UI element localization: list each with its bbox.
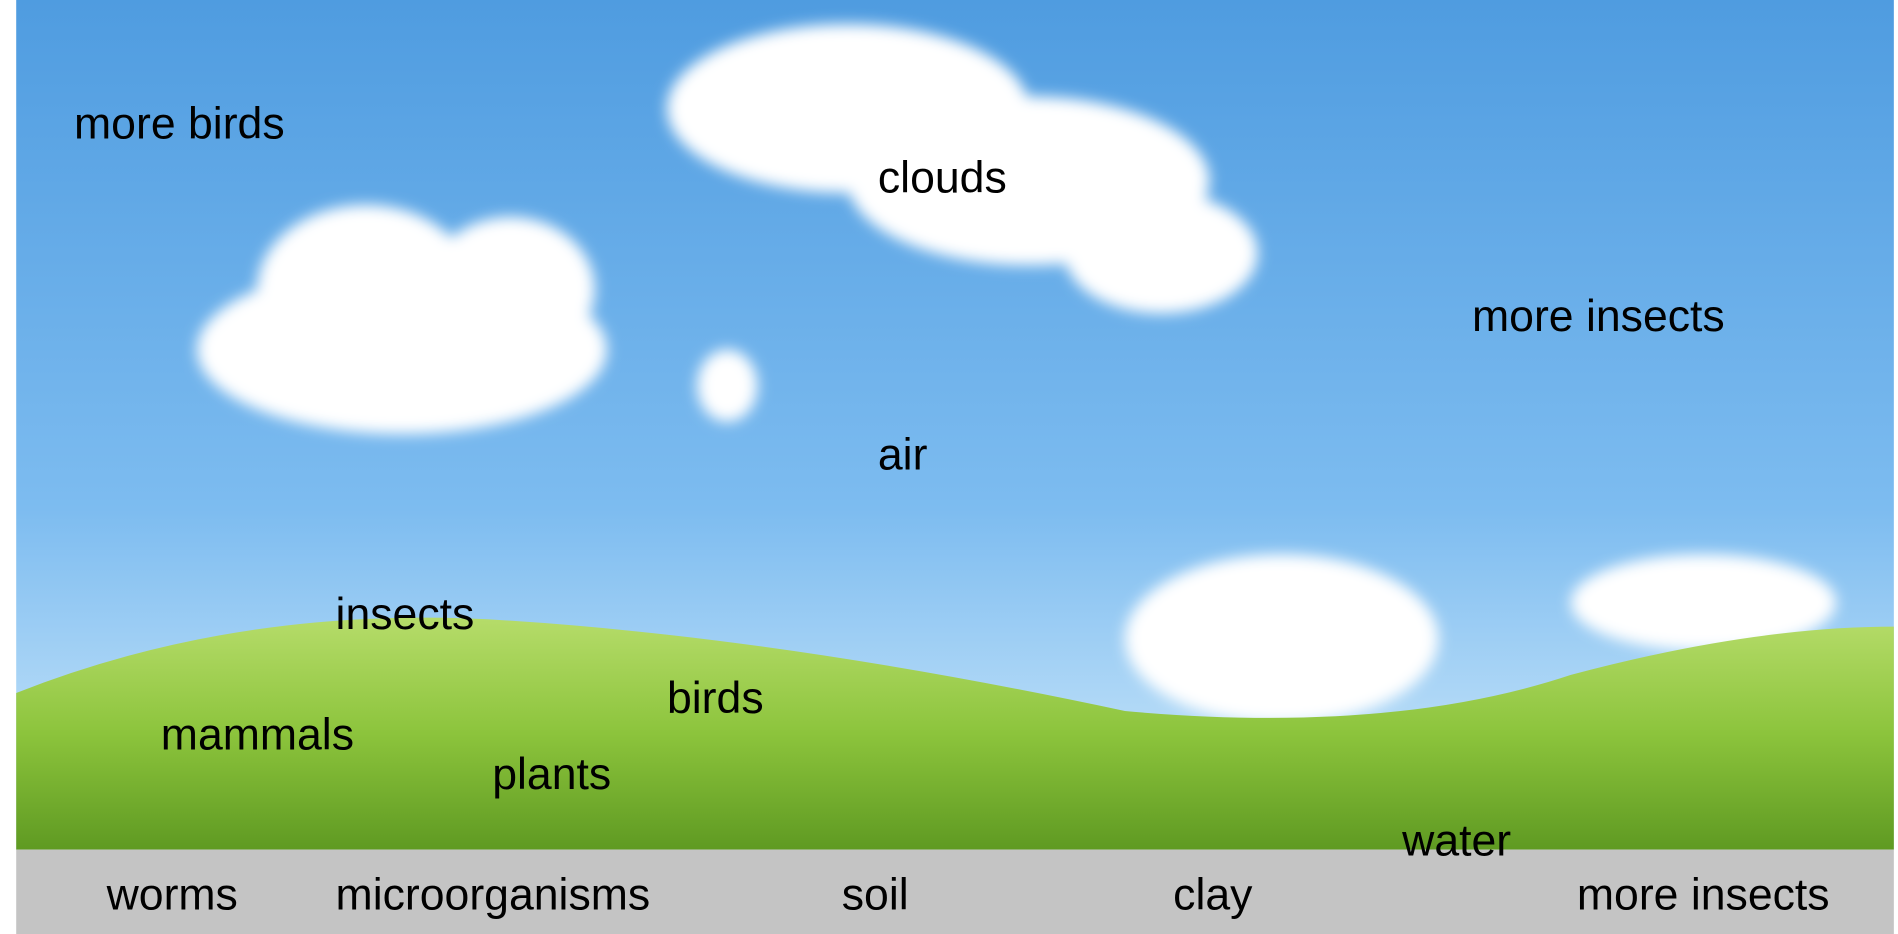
ground-label: soil [842, 871, 909, 920]
scene-label: mammals [161, 710, 354, 759]
scene-label: more insects [1472, 292, 1725, 341]
scene-label: water [1401, 816, 1511, 865]
page: more birds clouds more insects air insects bi… [0, 0, 1898, 934]
scene-label: more birds [74, 99, 285, 148]
ground-label: microorganisms [336, 871, 651, 920]
scene-label: plants [492, 750, 611, 799]
ground-label: clay [1173, 871, 1253, 920]
scene-label: clouds [878, 154, 1007, 203]
scene: more birds clouds more insects air insects bi… [0, 0, 1898, 934]
scene-label: birds [667, 674, 764, 723]
ground-label: worms [106, 871, 238, 920]
ground-label: more insects [1577, 871, 1830, 920]
scene-label: insects [336, 590, 475, 639]
scene-label: air [878, 431, 928, 480]
